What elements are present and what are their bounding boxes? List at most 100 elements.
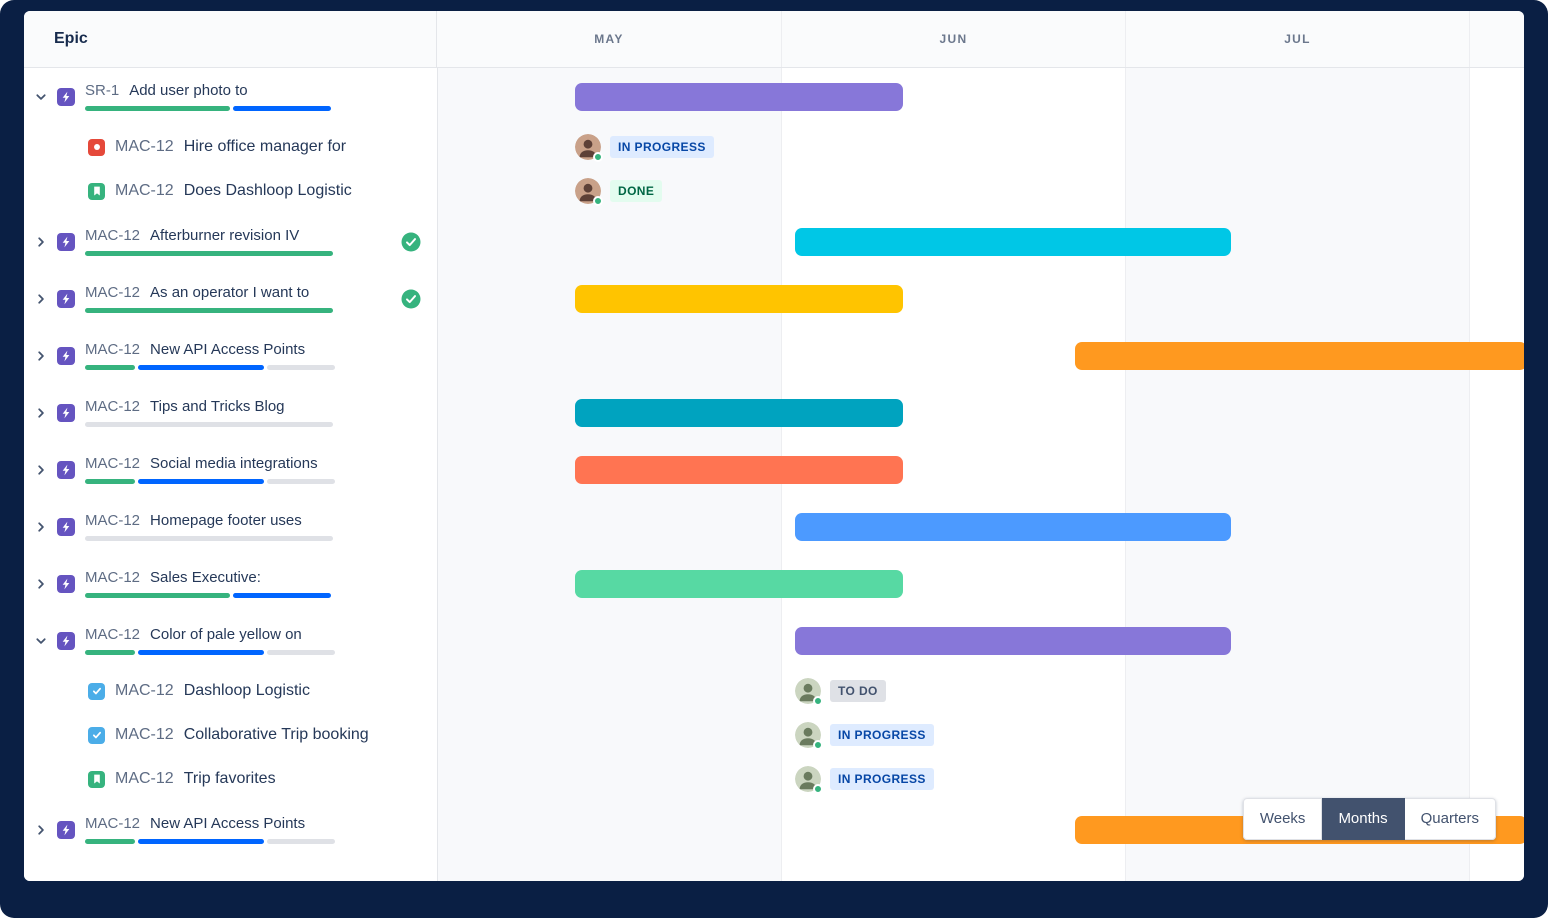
epic-title-line: MAC-12 New API Access Points xyxy=(85,815,335,832)
epic-icon xyxy=(57,346,75,365)
story-icon xyxy=(88,770,105,788)
epic-row[interactable]: MAC-12 As an operator I want to xyxy=(24,270,1524,327)
issue-summary: Dashloop Logistic xyxy=(183,682,310,699)
month-label: JUL xyxy=(1284,32,1311,46)
epic-row-label: SR-1 Add user photo to xyxy=(24,68,437,125)
epic-row[interactable]: MAC-12 Color of pale yellow on xyxy=(24,612,1524,669)
timeline-bar[interactable] xyxy=(575,82,903,111)
rows: SR-1 Add user photo to MAC-12 Hire office m… xyxy=(24,68,1524,881)
progress-segment-green xyxy=(85,650,135,655)
chevron-down-icon[interactable] xyxy=(33,89,49,105)
issue-key: MAC-12 xyxy=(85,815,141,832)
epic-text-block: SR-1 Add user photo to xyxy=(85,82,331,111)
epic-title-line: MAC-12 Tips and Tricks Blog xyxy=(85,398,333,415)
months-button[interactable]: Months xyxy=(1322,798,1405,840)
progress-segment-gray xyxy=(267,479,335,484)
chevron-right-icon[interactable] xyxy=(33,234,49,250)
status-badge: IN PROGRESS xyxy=(830,724,934,746)
epic-row[interactable]: MAC-12 Sales Executive: xyxy=(24,555,1524,612)
timeline-row-cell xyxy=(437,441,1524,498)
epic-row[interactable]: MAC-12 Tips and Tricks Blog xyxy=(24,384,1524,441)
timeline-bar[interactable] xyxy=(575,398,903,427)
timeline-row-cell: IN PROGRESS xyxy=(437,757,1524,801)
epic-row[interactable]: MAC-12 Homepage footer uses xyxy=(24,498,1524,555)
assignee-status-group: IN PROGRESS xyxy=(795,766,934,794)
chevron-right-icon[interactable] xyxy=(33,822,49,838)
epic-text-block: MAC-12 Homepage footer uses xyxy=(85,512,333,541)
epic-text-block: MAC-12 Social media integrations xyxy=(85,455,335,484)
timeline-row-cell: DONE xyxy=(437,169,1524,213)
epic-row[interactable]: MAC-12 New API Access Points xyxy=(24,327,1524,384)
epic-icon xyxy=(57,460,75,479)
epic-progress-bar xyxy=(85,593,331,598)
child-row-label: MAC-12 Hire office manager for xyxy=(24,125,437,169)
weeks-button[interactable]: Weeks xyxy=(1242,798,1323,840)
child-issue-row[interactable]: MAC-12 Dashloop Logistic TO DO xyxy=(24,669,1524,713)
issue-summary: Afterburner revision IV xyxy=(150,227,300,244)
issue-key: MAC-12 xyxy=(85,341,141,358)
child-issue-row[interactable]: MAC-12 Does Dashloop Logistic DONE xyxy=(24,169,1524,213)
chevron-right-icon[interactable] xyxy=(33,348,49,364)
overflow-column xyxy=(1469,68,1524,881)
epic-row-label: MAC-12 Color of pale yellow on xyxy=(24,612,437,669)
chevron-right-icon[interactable] xyxy=(33,519,49,535)
online-presence-dot xyxy=(593,196,603,206)
timeline-bar[interactable] xyxy=(795,227,1231,256)
online-presence-dot xyxy=(813,784,823,794)
epic-column-header: Epic xyxy=(24,11,437,67)
user-avatar xyxy=(795,722,823,750)
status-badge: DONE xyxy=(610,180,663,202)
progress-segment-green xyxy=(85,106,230,111)
epic-title-line: MAC-12 Sales Executive: xyxy=(85,569,331,586)
epic-icon xyxy=(57,517,75,536)
timeline-bar[interactable] xyxy=(575,569,903,598)
user-avatar xyxy=(575,134,603,162)
epic-text-block: MAC-12 Tips and Tricks Blog xyxy=(85,398,333,427)
epic-text-block: MAC-12 Color of pale yellow on xyxy=(85,626,335,655)
epic-row[interactable]: MAC-12 Social media integrations xyxy=(24,441,1524,498)
progress-segment-green xyxy=(85,308,333,313)
epic-row-label: MAC-12 As an operator I want to xyxy=(24,270,437,327)
child-issue-row[interactable]: MAC-12 Collaborative Trip booking IN PROGR… xyxy=(24,713,1524,757)
chevron-down-icon[interactable] xyxy=(33,633,49,649)
epic-icon xyxy=(57,574,75,593)
epic-row[interactable]: SR-1 Add user photo to xyxy=(24,68,1524,125)
chevron-right-icon[interactable] xyxy=(33,291,49,307)
timeline-bar[interactable] xyxy=(1075,341,1524,370)
online-presence-dot xyxy=(593,152,603,162)
epic-text-block: MAC-12 New API Access Points xyxy=(85,341,335,370)
timeline-row-cell: IN PROGRESS xyxy=(437,713,1524,757)
issue-summary: Hire office manager for xyxy=(183,138,347,155)
epic-row-label: MAC-12 Sales Executive: xyxy=(24,555,437,612)
timeline-row-cell xyxy=(437,384,1524,441)
issue-summary: Homepage footer uses xyxy=(150,512,302,529)
progress-segment-green xyxy=(85,251,333,256)
issue-summary: As an operator I want to xyxy=(150,284,310,301)
child-issue-row[interactable]: MAC-12 Trip favorites IN PROGRESS xyxy=(24,757,1524,801)
chevron-right-icon[interactable] xyxy=(33,462,49,478)
month-header-jun: JUN xyxy=(781,11,1125,67)
status-badge: IN PROGRESS xyxy=(610,136,714,158)
quarters-button[interactable]: Quarters xyxy=(1404,798,1496,840)
issue-summary: Sales Executive: xyxy=(150,569,261,586)
issue-summary: Collaborative Trip booking xyxy=(183,726,369,743)
zoom-level-switcher: Weeks Months Quarters xyxy=(1242,798,1496,840)
timeline-bar[interactable] xyxy=(795,626,1231,655)
issue-key: MAC-12 xyxy=(85,398,141,415)
panel-divider xyxy=(437,68,438,881)
epic-row[interactable]: MAC-12 Afterburner revision IV xyxy=(24,213,1524,270)
timeline-bar[interactable] xyxy=(575,455,903,484)
child-issue-row[interactable]: MAC-12 Hire office manager for IN PROGRESS xyxy=(24,125,1524,169)
child-row-label: MAC-12 Dashloop Logistic xyxy=(24,669,437,713)
chevron-right-icon[interactable] xyxy=(33,405,49,421)
epic-text-block: MAC-12 As an operator I want to xyxy=(85,284,333,313)
status-badge: IN PROGRESS xyxy=(830,768,934,790)
timeline-bar[interactable] xyxy=(795,512,1231,541)
timeline-bar[interactable] xyxy=(575,284,903,313)
chevron-right-icon[interactable] xyxy=(33,576,49,592)
issue-key: MAC-12 xyxy=(85,626,141,643)
progress-segment-green xyxy=(85,593,230,598)
epic-icon xyxy=(57,631,75,650)
story-icon xyxy=(88,182,105,200)
timeline-row-cell xyxy=(437,555,1524,612)
